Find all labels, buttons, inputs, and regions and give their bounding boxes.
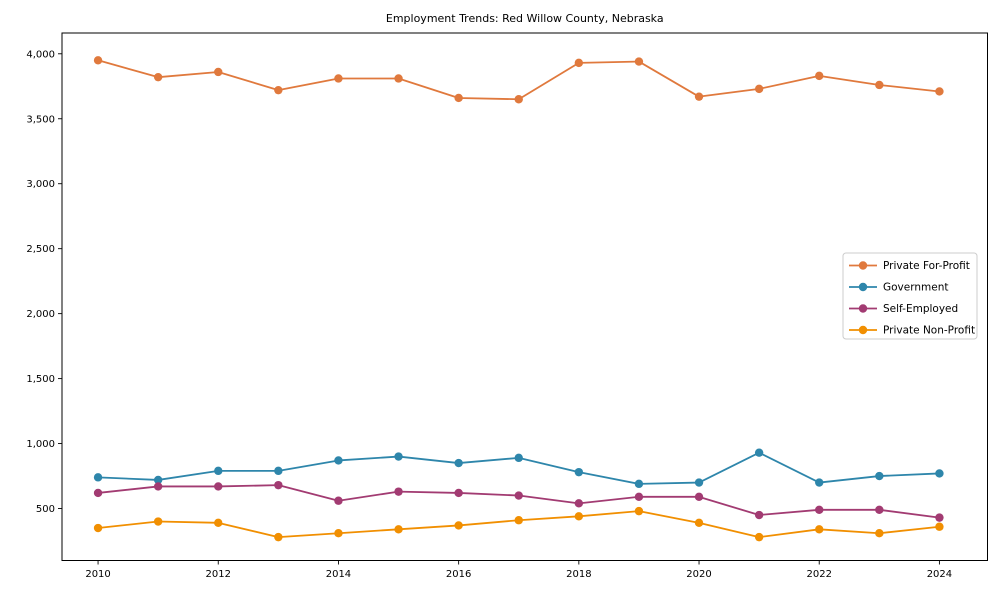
data-point-marker (514, 453, 523, 463)
data-point-marker (93, 488, 103, 498)
legend-box (842, 252, 978, 340)
data-point-marker (875, 471, 884, 481)
data-point-marker (935, 513, 944, 522)
data-point-marker (214, 482, 223, 491)
data-point-marker (574, 467, 584, 477)
data-point-marker (935, 522, 944, 531)
y-axis-tick-label: 3,000 (26, 179, 55, 190)
data-point-marker (334, 496, 343, 505)
data-point-marker (274, 480, 283, 490)
data-point-marker (935, 87, 944, 96)
x-axis-tick-label: 2016 (446, 569, 471, 580)
series-line-private-for-profit (97, 59, 940, 101)
data-point-marker (274, 466, 283, 476)
legend-marker (858, 325, 868, 335)
data-point-marker (935, 469, 944, 478)
data-point-marker (334, 529, 343, 538)
data-point-marker (274, 532, 283, 542)
data-point-marker (694, 492, 704, 502)
y-axis-tick-label: 1,500 (26, 374, 55, 385)
x-axis-tick-label: 2022 (807, 569, 832, 580)
data-point-marker (815, 478, 824, 487)
data-point-marker (574, 58, 584, 68)
x-axis-tick-label: 2024 (927, 569, 952, 580)
data-point-marker (815, 71, 824, 81)
data-point-marker (93, 473, 103, 482)
legend-label: Self-Employed (883, 303, 958, 315)
legend-label: Private For-Profit (883, 260, 970, 272)
data-point-marker (875, 80, 884, 90)
legend-marker (858, 304, 868, 313)
y-axis-tick-label: 2,500 (26, 244, 55, 255)
data-point-marker (634, 492, 644, 502)
data-point-marker (153, 72, 163, 82)
data-point-marker (875, 505, 884, 515)
legend-marker (858, 282, 868, 292)
data-point-marker (634, 479, 644, 489)
data-point-marker (93, 523, 103, 533)
data-point-marker (754, 84, 764, 94)
data-point-marker (454, 488, 463, 498)
data-point-marker (394, 452, 403, 461)
legend-marker (858, 261, 868, 270)
data-point-marker (875, 529, 884, 538)
data-point-marker (394, 74, 403, 83)
data-point-marker (214, 466, 223, 476)
data-point-marker (214, 67, 223, 77)
x-axis-tick-label: 2012 (206, 569, 231, 580)
data-point-marker (214, 518, 223, 528)
data-point-marker (514, 491, 523, 500)
data-point-marker (274, 85, 283, 95)
data-point-marker (754, 448, 764, 457)
data-point-marker (815, 505, 824, 515)
data-point-marker (153, 475, 163, 485)
data-point-marker (754, 532, 764, 542)
data-point-marker (694, 518, 704, 528)
data-point-marker (514, 95, 523, 104)
x-axis-tick-label: 2010 (85, 569, 110, 580)
data-point-marker (153, 482, 163, 491)
x-axis-tick-label: 2020 (686, 569, 711, 580)
y-axis-tick-label: 4,000 (26, 49, 55, 60)
series-line-self-employed (97, 484, 940, 519)
y-axis-tick-label: 1,000 (26, 439, 55, 450)
y-axis-tick-label: 2,000 (26, 309, 55, 320)
data-point-marker (454, 93, 463, 103)
data-point-marker (634, 506, 644, 516)
data-point-marker (334, 456, 343, 465)
data-point-marker (634, 57, 644, 66)
data-point-marker (334, 74, 343, 83)
data-point-marker (394, 525, 403, 534)
data-point-marker (754, 510, 764, 520)
chart-title: Employment Trends: Red Willow County, Ne… (386, 12, 664, 25)
x-axis-tick-label: 2014 (326, 569, 351, 580)
data-point-marker (394, 487, 403, 496)
data-point-marker (694, 478, 704, 487)
data-point-marker (454, 521, 463, 530)
data-point-marker (454, 458, 463, 468)
legend-label: Government (883, 282, 948, 294)
data-point-marker (574, 499, 584, 508)
data-point-marker (574, 512, 584, 521)
data-point-marker (153, 517, 163, 526)
legend-label: Private Non-Profit (883, 325, 975, 337)
x-axis-tick-label: 2018 (566, 569, 591, 580)
data-point-marker (93, 56, 103, 65)
data-point-marker (514, 516, 523, 525)
y-axis-tick-label: 3,500 (26, 114, 55, 125)
y-axis-tick-label: 500 (36, 504, 55, 515)
plot-frame (61, 32, 988, 561)
data-point-marker (694, 92, 704, 101)
data-point-marker (815, 525, 824, 534)
